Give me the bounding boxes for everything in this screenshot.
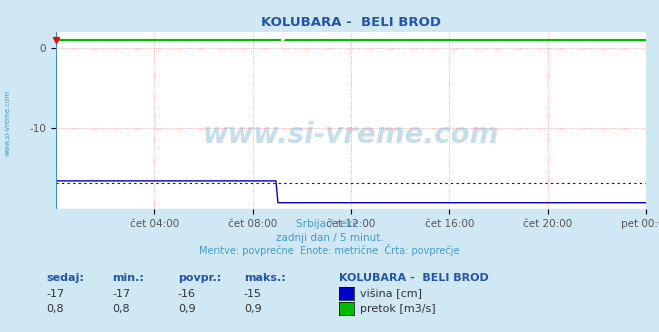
Text: -17: -17 xyxy=(112,289,130,299)
Text: maks.:: maks.: xyxy=(244,273,285,283)
Text: Srbija / reke.: Srbija / reke. xyxy=(297,219,362,229)
Title: KOLUBARA -  BELI BROD: KOLUBARA - BELI BROD xyxy=(261,16,441,29)
Text: -16: -16 xyxy=(178,289,196,299)
Text: zadnji dan / 5 minut.: zadnji dan / 5 minut. xyxy=(275,233,384,243)
Text: 0,9: 0,9 xyxy=(244,304,262,314)
Text: -15: -15 xyxy=(244,289,262,299)
Text: povpr.:: povpr.: xyxy=(178,273,221,283)
Text: višina [cm]: višina [cm] xyxy=(360,289,422,299)
Text: 0,8: 0,8 xyxy=(112,304,130,314)
Text: Meritve: povprečne  Enote: metrične  Črta: povprečje: Meritve: povprečne Enote: metrične Črta:… xyxy=(199,244,460,256)
Text: www.si-vreme.com: www.si-vreme.com xyxy=(203,121,499,148)
Text: min.:: min.: xyxy=(112,273,144,283)
Text: sedaj:: sedaj: xyxy=(46,273,84,283)
Text: 0,9: 0,9 xyxy=(178,304,196,314)
Text: www.si-vreme.com: www.si-vreme.com xyxy=(5,90,11,156)
Text: KOLUBARA -  BELI BROD: KOLUBARA - BELI BROD xyxy=(339,273,489,283)
Text: pretok [m3/s]: pretok [m3/s] xyxy=(360,304,436,314)
Text: -17: -17 xyxy=(46,289,65,299)
Text: 0,8: 0,8 xyxy=(46,304,64,314)
